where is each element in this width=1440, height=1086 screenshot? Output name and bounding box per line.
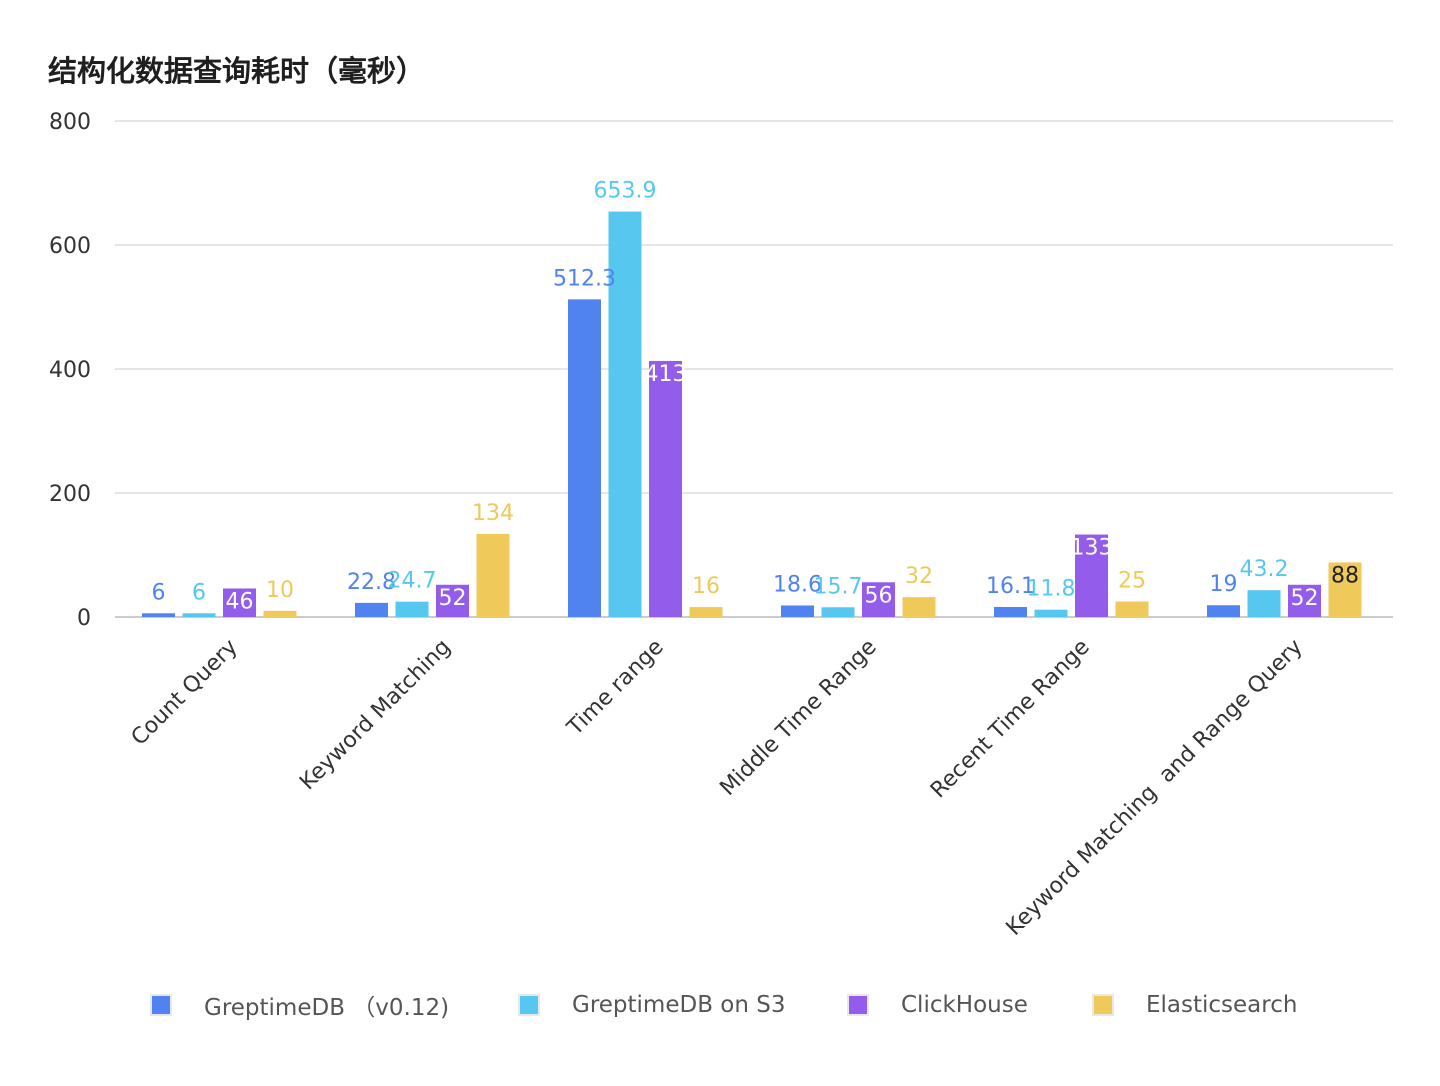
data-label: 134	[472, 501, 514, 526]
bar	[263, 610, 297, 617]
data-label: 512.3	[553, 266, 616, 291]
legend-label: GreptimeDB on S3	[572, 992, 786, 1018]
y-tick-label: 600	[49, 234, 91, 259]
y-tick-label: 400	[49, 358, 91, 383]
bar	[1075, 534, 1108, 617]
data-label: 11.8	[1027, 577, 1076, 602]
data-label: 413	[645, 362, 687, 387]
data-label: 19	[1210, 572, 1238, 597]
bars	[142, 211, 1362, 617]
data-label: 15.7	[814, 574, 863, 599]
data-label: 52	[1291, 586, 1319, 611]
data-label: 10	[266, 578, 294, 603]
chart-title: 结构化数据查询耗时（毫秒）	[48, 54, 426, 88]
x-tick-label: Middle Time Range	[715, 635, 881, 801]
data-label: 133	[1071, 536, 1113, 561]
data-label: 16.1	[986, 574, 1035, 599]
x-tick-label: Time range	[562, 635, 669, 742]
y-tick-label: 200	[49, 482, 91, 507]
bar	[182, 613, 216, 617]
x-tick-label: Recent Time Range	[926, 635, 1095, 804]
bar	[821, 607, 855, 617]
x-axis: Count Query Keyword Matching Time range Mid…	[127, 635, 1308, 941]
data-label: 56	[865, 583, 893, 608]
y-axis: 0 200 400 600 800	[49, 110, 91, 631]
legend-swatch	[150, 994, 172, 1016]
bar	[355, 602, 388, 617]
legend-label: ClickHouse	[901, 992, 1028, 1018]
data-label: 25	[1118, 569, 1146, 594]
bar	[781, 605, 814, 617]
x-tick-label: Count Query	[127, 635, 243, 751]
legend-swatch	[518, 994, 540, 1016]
data-label: 43.2	[1240, 557, 1289, 582]
legend: GreptimeDB （v0.12) GreptimeDB on S3 ClickH…	[0, 980, 1440, 1030]
bar	[223, 588, 256, 617]
bar	[689, 607, 723, 617]
data-label: 88	[1331, 563, 1359, 588]
bar	[395, 601, 429, 617]
data-label: 24.7	[388, 569, 437, 594]
data-label: 52	[439, 586, 467, 611]
legend-swatch	[1092, 994, 1114, 1016]
legend-label: Elasticsearch	[1146, 992, 1298, 1018]
bar	[1328, 562, 1362, 617]
data-label: 32	[905, 564, 933, 589]
bar	[862, 582, 895, 617]
bar	[1207, 605, 1240, 617]
bar	[568, 299, 601, 617]
data-label: 6	[192, 580, 206, 605]
bar	[649, 360, 682, 617]
legend-item[interactable]: ClickHouse	[847, 980, 1028, 1030]
bar	[1034, 609, 1068, 617]
legend-item[interactable]: GreptimeDB on S3	[518, 980, 785, 1030]
bar	[902, 597, 936, 617]
data-label: 6	[152, 580, 166, 605]
legend-label: GreptimeDB （v0.12)	[204, 995, 450, 1021]
y-tick-label: 800	[49, 110, 91, 135]
bar	[1288, 584, 1321, 617]
legend-item[interactable]: Elasticsearch	[1092, 980, 1297, 1030]
legend-swatch	[847, 994, 869, 1016]
bar	[142, 613, 175, 617]
bar	[436, 584, 469, 617]
data-label: 653.9	[594, 179, 657, 204]
data-label: 16	[692, 574, 720, 599]
x-tick-label: Keyword Matching	[295, 635, 456, 796]
bar	[1115, 601, 1149, 617]
data-label: 46	[226, 589, 254, 614]
y-tick-label: 0	[77, 606, 91, 631]
bar	[994, 607, 1027, 617]
legend-item[interactable]: GreptimeDB （v0.12)	[150, 980, 449, 1030]
bar	[476, 533, 510, 617]
bar	[1247, 590, 1281, 617]
gridlines	[115, 120, 1393, 618]
data-label: 18.6	[773, 572, 822, 597]
bar	[608, 211, 642, 617]
data-label: 22.8	[347, 570, 396, 595]
